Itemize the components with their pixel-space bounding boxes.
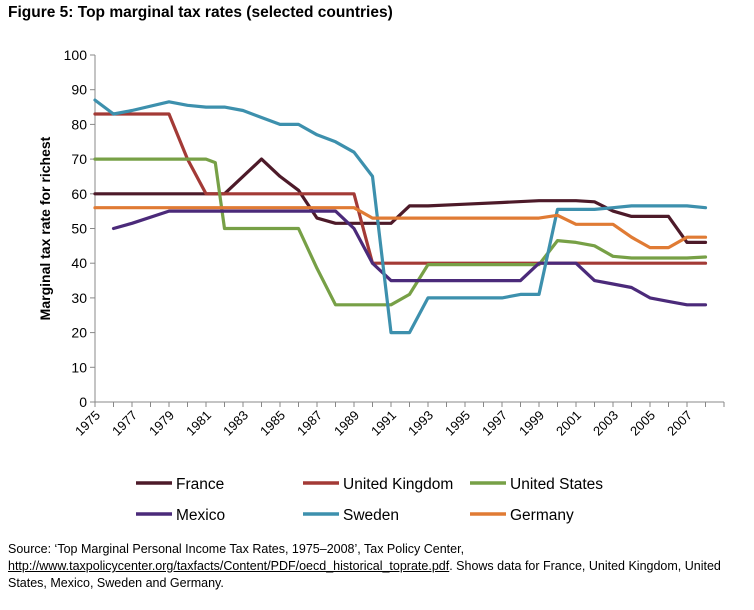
x-tick-label: 2005 [627,408,658,439]
y-tick-label: 100 [64,47,88,63]
legend-label-germany: Germany [510,507,574,524]
y-tick-label: 0 [79,394,87,410]
y-axis-title-group: Marginal tax rate for richest [37,136,53,320]
x-tick-label: 1991 [368,408,399,439]
figure-title: Figure 5: Top marginal tax rates (select… [8,4,393,21]
series-line-sweden [93,98,708,335]
y-axis-ticks: 0 10 20 30 40 50 60 70 80 90 100 [64,47,95,410]
x-tick-label: 1977 [109,408,140,439]
x-tick-label: 2007 [664,408,695,439]
y-tick-label: 50 [71,221,87,237]
x-tick-label: 1995 [442,408,473,439]
series-lines [93,98,708,335]
legend-label-united-kingdom: United Kingdom [343,476,453,493]
x-tick-label: 1987 [294,408,325,439]
legend: France United Kingdom United States Mexico S… [136,476,603,524]
x-axis-ticks: 1975 1977 1979 1981 1983 1985 1987 1989 1991 1993… [72,402,725,439]
y-tick-label: 60 [71,186,87,202]
x-tick-label: 1983 [220,408,251,439]
series-line-france [93,157,708,244]
x-tick-label: 1999 [516,408,547,439]
x-tick-label: 1979 [146,408,177,439]
x-tick-label: 1989 [331,408,362,439]
series-line-germany [93,206,708,250]
x-tick-label: 1981 [183,408,214,439]
source-prefix: Source: ‘Top Marginal Personal Income Ta… [8,542,465,556]
y-tick-label: 80 [71,116,87,132]
series-line-united-states [93,157,708,307]
line-chart: Marginal tax rate for richest 0 10 20 30 40 5… [37,47,725,524]
y-axis-title: Marginal tax rate for richest [37,136,53,320]
series-line-united-kingdom [93,112,708,265]
y-tick-label: 20 [71,325,87,341]
y-tick-label: 90 [71,82,87,98]
x-tick-label: 1997 [479,408,510,439]
y-tick-label: 10 [71,359,87,375]
x-tick-label: 2003 [590,408,621,439]
y-tick-label: 30 [71,290,87,306]
x-tick-label: 1975 [72,408,103,439]
legend-label-united-states: United States [510,476,603,493]
legend-label-mexico: Mexico [176,507,225,524]
legend-label-sweden: Sweden [343,507,399,524]
series-line-mexico [111,209,708,307]
source-note: Source: ‘Top Marginal Personal Income Ta… [8,541,748,592]
y-tick-label: 70 [71,151,87,167]
y-tick-label: 40 [71,255,87,271]
source-link[interactable]: http://www.taxpolicycenter.org/taxfacts/… [8,559,450,573]
source-suffix: . Shows data for France, United Kingdom,… [8,559,721,590]
legend-label-france: France [176,476,224,493]
x-tick-label: 2001 [553,408,584,439]
x-tick-label: 1985 [257,408,288,439]
x-tick-label: 1993 [405,408,436,439]
